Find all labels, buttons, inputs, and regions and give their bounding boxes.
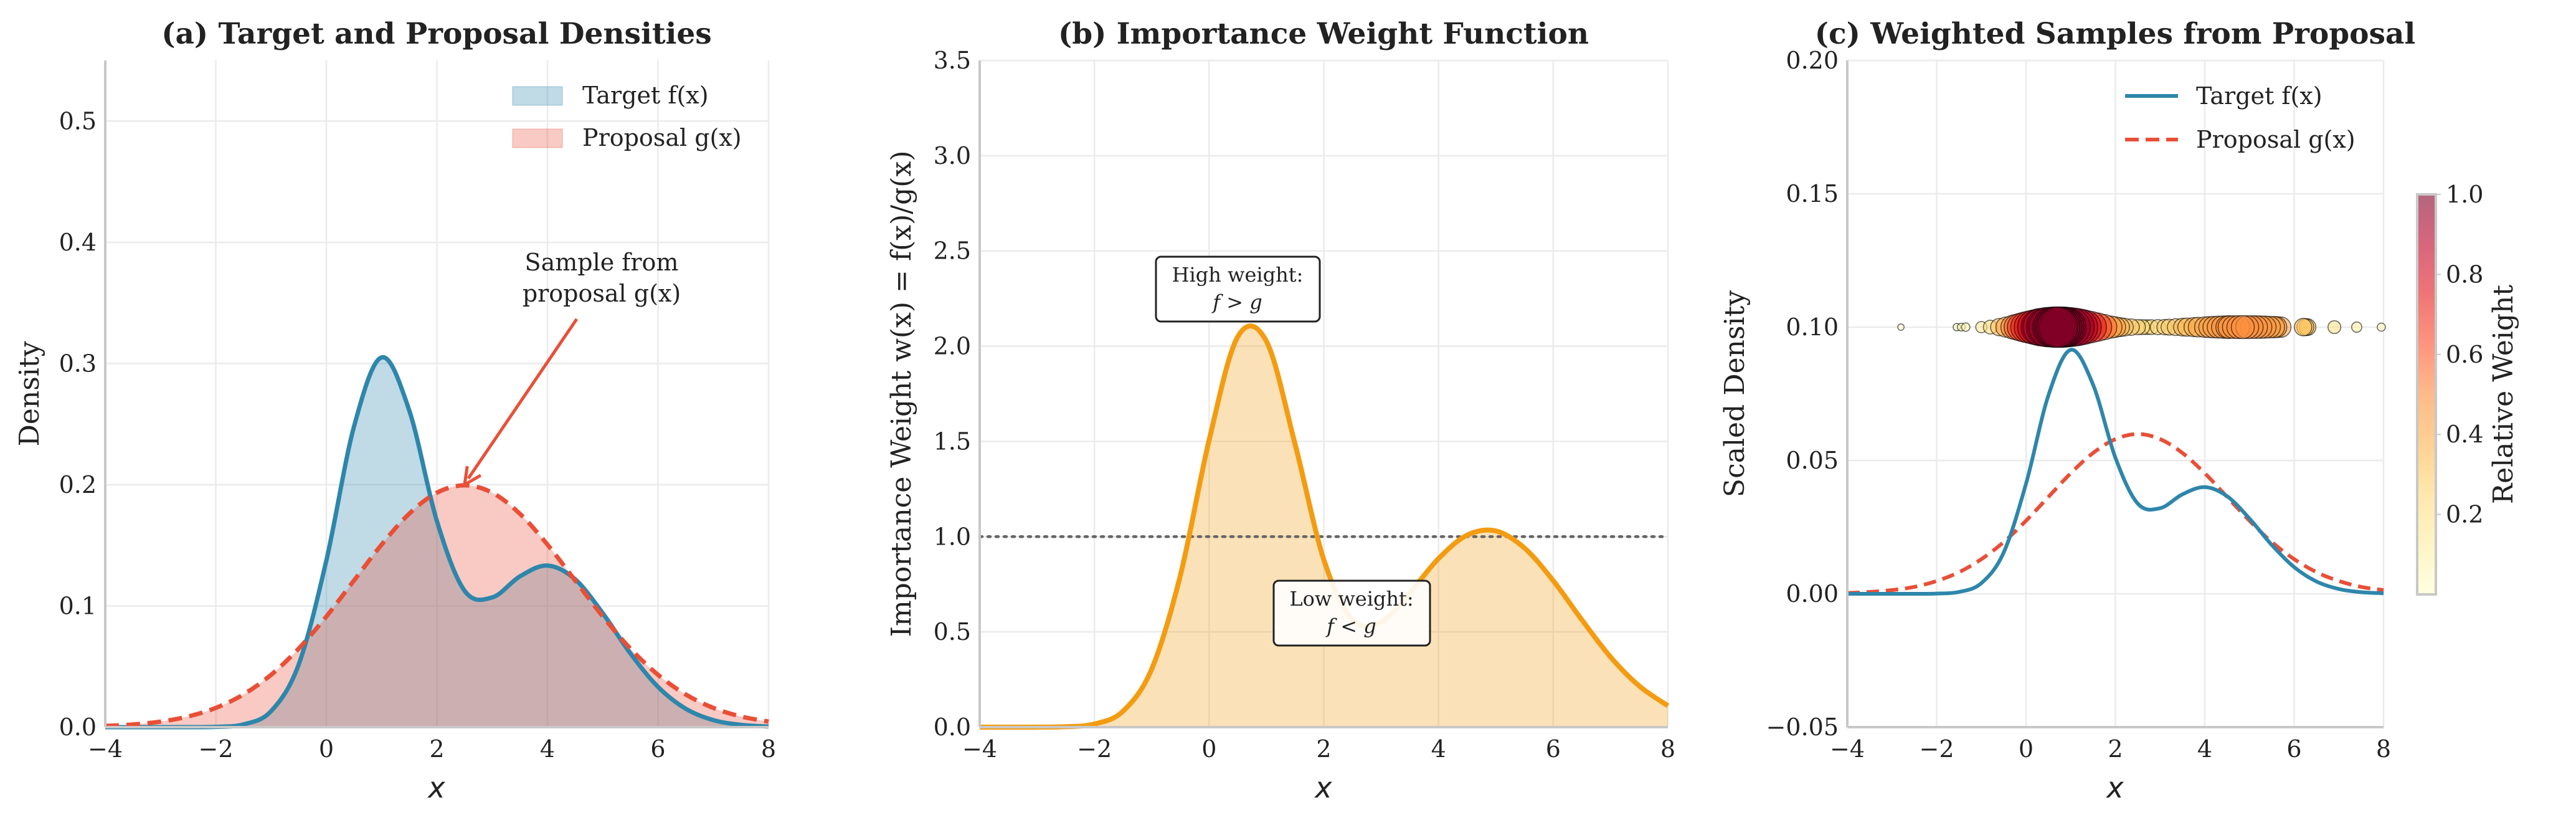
x-tick-label: 2 [1316,735,1331,763]
legend-label-target: Target f(x) [582,82,709,109]
y-tick-label: 0.10 [1786,313,1839,341]
legend-swatch-proposal [512,128,563,148]
x-tick-label: 6 [650,735,665,763]
x-tick-label: −4 [1830,735,1865,763]
panel-c-xlabel: x [2105,771,2124,804]
y-tick-label: −0.05 [1766,713,1839,741]
target-curve [1847,348,2384,596]
weight-fill [980,326,1668,728]
y-tick-label: 0.0 [59,713,97,741]
y-tick-label: 2.5 [934,237,971,265]
x-tick-label: 0 [2019,735,2034,763]
panel-b-title: (b) Importance Weight Function [1058,17,1589,51]
annotation-box [1272,579,1431,647]
y-tick-label: 2.0 [934,333,971,360]
y-tick-label: 0.0 [934,713,971,741]
colorbar-label: Relative Weight [2488,285,2519,504]
x-tick-label: 2 [2108,735,2123,763]
y-tick-label: 0.5 [934,618,971,646]
sample-point [1897,323,1905,331]
colorbar-gradient [2416,193,2437,596]
annotation-sample-line2: proposal g(x) [523,280,681,307]
panel-a-title: (a) Target and Proposal Densities [161,17,712,51]
sample-point [2377,322,2386,332]
x-tick-label: 0 [319,735,334,763]
annotation-low-line1: Low weight: [1289,587,1413,611]
sample-point [1961,322,1971,332]
panel-c-ylabel: Scaled Density [1719,290,1751,497]
x-tick-label: 4 [540,735,555,763]
x-tick-label: 8 [1660,735,1675,763]
x-tick-label: −2 [1077,735,1112,763]
colorbar-tick-label: 0.2 [2446,501,2483,528]
legend-swatch-target [512,86,563,106]
x-tick-label: 6 [1546,735,1561,763]
weighted-samples [1897,306,2386,348]
x-tick-label: −2 [198,735,233,763]
colorbar-tick-label: 0.4 [2446,421,2483,448]
panel-a-ylabel: Density [14,341,45,446]
proposal-fill [105,485,769,727]
panel-c-legend: Target f(x) Proposal g(x) [2125,82,2356,153]
panel-a-target-proposal: (a) Target and Proposal Densities Densit… [14,17,776,804]
colorbar-tick-label: 0.8 [2446,260,2483,288]
x-tick-label: 6 [2286,735,2301,763]
y-tick-label: 0.2 [59,471,97,498]
x-tick-label: 0 [1201,735,1216,763]
colorbar: 0.2 0.4 0.6 0.8 1.0 Relative Weight [2416,181,2519,596]
y-tick-label: 1.0 [934,523,971,550]
y-tick-label: 0.05 [1786,447,1839,474]
annotation-sample-line1: Sample from [525,249,679,276]
x-tick-label: 2 [429,735,444,763]
proposal-curve [105,483,769,728]
annotation-high-line1: High weight: [1172,263,1304,287]
x-tick-label: −4 [88,735,123,763]
proposal-curve [1847,432,2384,595]
sample-point [2230,315,2255,340]
y-tick-label: 0.20 [1786,47,1839,74]
panel-b-importance-weight: (b) Importance Weight Function Importanc… [886,17,1675,804]
weight-curve [980,323,1670,730]
annotation-box [1155,255,1321,323]
x-tick-label: 4 [1431,735,1446,763]
panel-c-weighted-samples: (c) Weighted Samples from Proposal Scale… [1719,17,2519,804]
sample-point [2294,318,2313,336]
colorbar-tick-label: 1.0 [2446,181,2483,208]
x-tick-label: −2 [1919,735,1954,763]
y-tick-label: 3.5 [934,47,971,74]
x-tick-label: 8 [2376,735,2391,763]
sample-point [2037,306,2078,348]
target-fill [105,357,769,727]
annotation-low-weight: Low weight: f < g [1272,579,1431,647]
y-tick-label: 0.00 [1786,580,1839,608]
panel-a-xlabel: x [427,771,445,804]
y-tick-label: 0.5 [59,107,97,135]
legend-label-proposal: Proposal g(x) [2196,126,2356,153]
annotation-low-line2: f < g [1325,614,1376,638]
arrow-shaft [466,318,579,480]
panel-b-xlabel: x [1314,771,1332,804]
y-tick-label: 0.4 [59,229,97,256]
panel-a-legend: Target f(x) Proposal g(x) [512,82,742,151]
y-tick-label: 0.3 [59,350,97,377]
annotation-arrow [462,318,579,488]
arrow-head [462,465,482,488]
sample-point [2327,320,2342,335]
panel-b-ylabel: Importance Weight w(x) = f(x)/g(x) [886,151,917,637]
y-tick-label: 0.15 [1786,180,1839,207]
x-tick-label: 4 [2197,735,2212,763]
colorbar-tick-label: 0.6 [2446,341,2483,368]
annotation-high-weight: High weight: f > g [1155,255,1321,323]
x-tick-label: 8 [761,735,776,763]
y-tick-label: 3.0 [934,142,971,169]
y-tick-label: 0.1 [59,592,97,619]
x-tick-label: −4 [962,735,997,763]
legend-label-target: Target f(x) [2196,82,2323,110]
legend-label-proposal: Proposal g(x) [582,124,742,151]
annotation-high-line2: f > g [1211,290,1262,314]
sample-point [2351,322,2362,333]
y-tick-label: 1.5 [934,427,971,455]
panel-c-title: (c) Weighted Samples from Proposal [1815,17,2415,51]
